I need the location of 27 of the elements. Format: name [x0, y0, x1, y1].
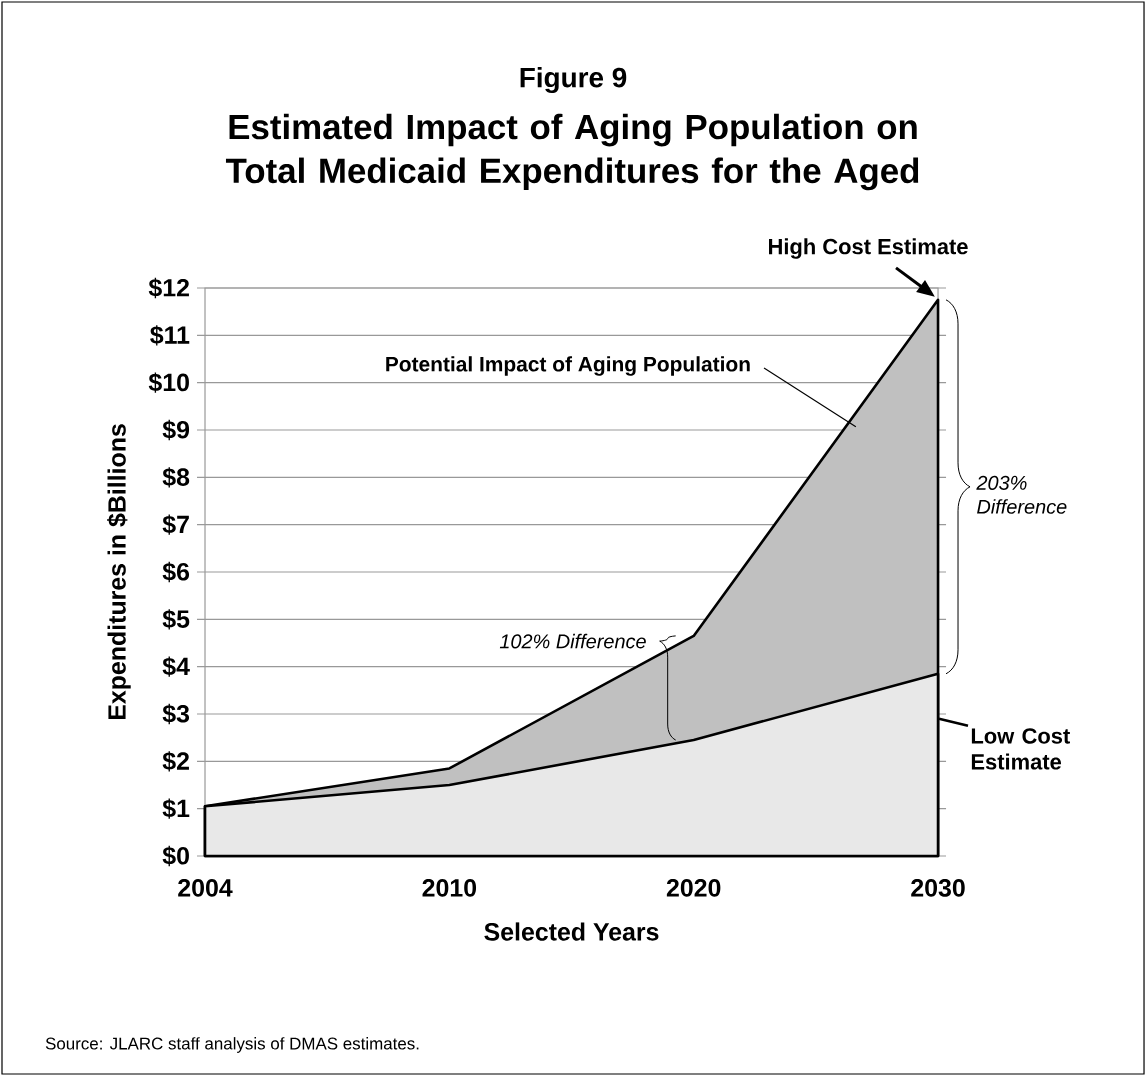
annotation: 102% Difference — [499, 633, 646, 649]
y-tick-label: $9 — [162, 419, 190, 441]
y-tick-label: $1 — [162, 798, 190, 819]
y-tick-label: $2 — [162, 751, 189, 772]
y-tick-label: $6 — [162, 561, 190, 583]
y-tick-label: $4 — [162, 656, 190, 677]
y-tick-label: $5 — [162, 609, 190, 630]
y-tick-label: $3 — [162, 703, 190, 725]
chart-title: Figure 9 — [520, 66, 627, 94]
x-tick-label: 2020 — [666, 879, 721, 897]
x-tick-label: 2010 — [422, 879, 477, 897]
y-tick-label: $0 — [162, 845, 189, 867]
series-label: Low Cost Estimate — [971, 728, 1070, 770]
x-tick-label: 2030 — [911, 879, 965, 897]
y-tick-label: $12 — [148, 277, 189, 299]
x-axis-title: Selected Years — [484, 922, 659, 941]
text: 203% Difference — [976, 475, 1067, 514]
y-tick-label: $11 — [150, 325, 190, 346]
y-tick-label: $10 — [148, 372, 189, 393]
source-note: Source: JLARC staff analysis of DMAS estimates. — [45, 1037, 419, 1053]
y-axis-title: Expenditures in $Billions — [107, 424, 131, 720]
x-tick-label: 2004 — [178, 879, 233, 897]
y-tick-label: $8 — [162, 467, 190, 488]
y-tick-label: $7 — [162, 514, 189, 535]
text: High Cost Estimate — [769, 238, 968, 259]
annotation: Potential Impact of Aging Population — [386, 356, 750, 376]
chart-subtitle: Estimated Impact of Aging Population on Total Medicaid Expenditures for the Aged — [225, 113, 919, 191]
